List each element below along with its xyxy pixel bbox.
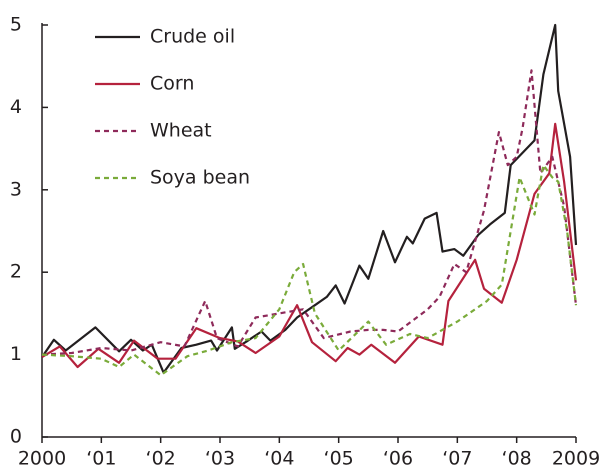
x-tick-label: 2009 [552, 448, 600, 468]
legend-label: Crude oil [150, 26, 235, 48]
x-tick-label: ‘06 [383, 448, 413, 468]
y-tick-label: 2 [10, 261, 22, 283]
y-tick-label: 1 [10, 343, 22, 365]
series-line [41, 23, 578, 374]
y-tick-label: 0 [10, 426, 22, 448]
x-tick-label: ‘04 [264, 448, 294, 468]
legend-label: Soya bean [150, 167, 250, 189]
x-tick-label: ‘08 [502, 448, 532, 468]
x-tick-label: ‘02 [146, 448, 176, 468]
x-tick-label: ‘01 [86, 448, 116, 468]
series-line [41, 164, 578, 377]
series-line [41, 69, 578, 356]
x-tick-label: ‘05 [324, 448, 354, 468]
legend-label: Wheat [150, 120, 212, 142]
x-tick-label: ‘03 [205, 448, 235, 468]
x-tick-label: ‘07 [442, 448, 472, 468]
legend-label: Corn [150, 73, 194, 95]
y-tick-label: 4 [10, 96, 22, 118]
y-tick-label: 5 [10, 14, 22, 36]
x-tick-label: 2000 [18, 448, 66, 468]
y-tick-label: 3 [10, 178, 22, 200]
series-line [41, 122, 578, 369]
